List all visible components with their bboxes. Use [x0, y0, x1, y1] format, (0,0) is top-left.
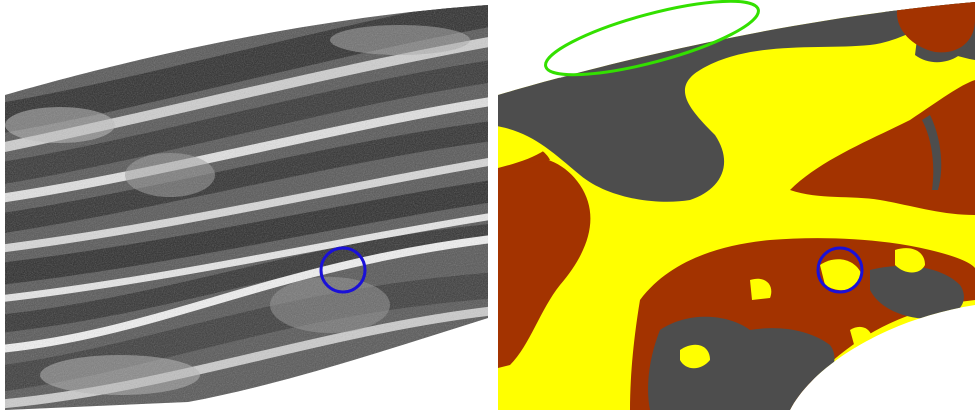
class-gray-lower: [648, 316, 835, 410]
class-brown-region: [830, 2, 975, 53]
sonar-annotation-circle: [319, 246, 367, 294]
green-annotation-ellipse: [544, 0, 760, 77]
segmentation-map-panel: [490, 0, 975, 413]
segmentation-map-image: [498, 0, 975, 410]
segmentation-annotation-circle: [816, 246, 864, 294]
sonar-mosaic-image: [5, 5, 488, 410]
sonar-mosaic-panel: [5, 5, 488, 410]
